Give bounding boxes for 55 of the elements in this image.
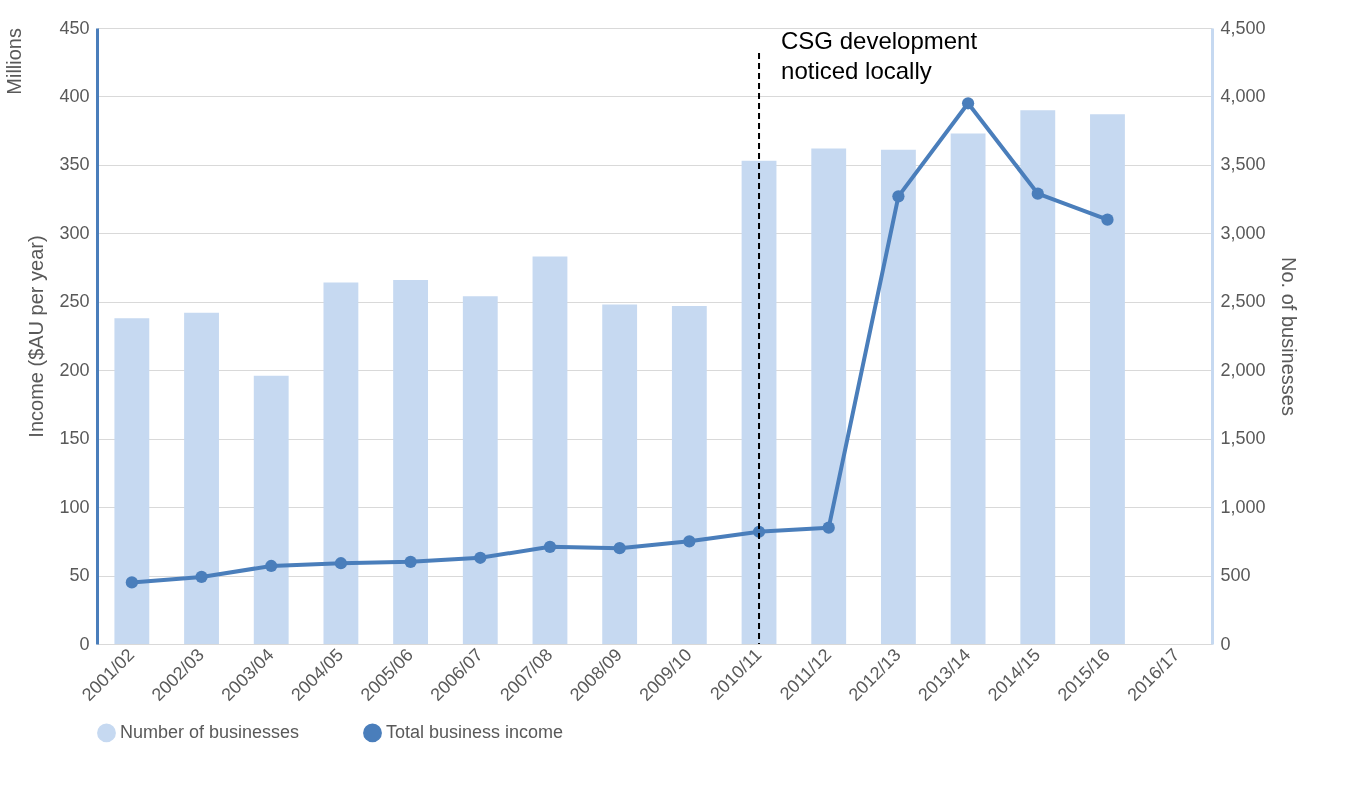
y-tick-label: 100 <box>59 496 90 517</box>
y2-tick-label: 1,500 <box>1220 428 1266 449</box>
bar <box>462 296 498 644</box>
point <box>334 557 348 570</box>
y-tick-label: 400 <box>59 85 90 106</box>
bar <box>602 304 638 644</box>
point <box>892 190 905 203</box>
bar <box>253 375 289 644</box>
point <box>1031 187 1044 200</box>
y2-tick-label: 2,500 <box>1220 291 1266 312</box>
bar <box>741 160 777 644</box>
bar <box>532 256 568 644</box>
y-tick-label: 150 <box>59 428 90 449</box>
y2-tick-label: 4,500 <box>1220 17 1266 38</box>
point <box>404 555 417 568</box>
y-tick-label: 200 <box>59 359 90 380</box>
point <box>961 97 975 110</box>
y2-tick-label: 4,000 <box>1220 85 1266 106</box>
y2-axis-title: No. of businesses <box>1277 257 1300 416</box>
point <box>822 521 835 534</box>
point <box>1101 213 1114 226</box>
y-tick-label: 450 <box>59 17 90 38</box>
y2-tick-label: 500 <box>1220 565 1251 586</box>
y2-tick-label: 1,000 <box>1220 496 1266 517</box>
y-tick-label: 250 <box>59 291 90 312</box>
point <box>125 576 138 589</box>
bar <box>184 312 219 644</box>
y-axis-title: Income ($AU per year) <box>25 235 48 438</box>
y2-tick-label: 3,500 <box>1220 154 1266 175</box>
legend-label: Number of businesses <box>120 721 300 742</box>
point <box>613 542 626 555</box>
y-tick-label: 350 <box>59 154 90 175</box>
y2-tick-label: 0 <box>1220 633 1231 654</box>
bar <box>671 305 707 644</box>
y2-tick-label: 3,000 <box>1220 222 1266 243</box>
bar <box>811 148 847 644</box>
point <box>683 535 696 548</box>
text: Millions <box>3 28 25 95</box>
bar <box>880 149 916 644</box>
y-tick-label: 0 <box>79 633 90 654</box>
bar <box>950 133 986 644</box>
y-tick-label: 50 <box>69 565 90 586</box>
point <box>265 559 278 573</box>
y2-tick-label: 2,000 <box>1220 359 1266 380</box>
bar <box>393 279 429 644</box>
point <box>195 570 208 584</box>
ref-line-label: CSG development noticed locally <box>781 27 978 84</box>
point <box>474 551 487 564</box>
bar <box>1020 110 1056 644</box>
y-tick-label: 300 <box>59 222 90 243</box>
point <box>543 540 557 553</box>
bar <box>114 318 150 644</box>
bar <box>1090 114 1125 644</box>
bar <box>323 282 359 644</box>
legend-label: Total business income <box>386 721 564 742</box>
